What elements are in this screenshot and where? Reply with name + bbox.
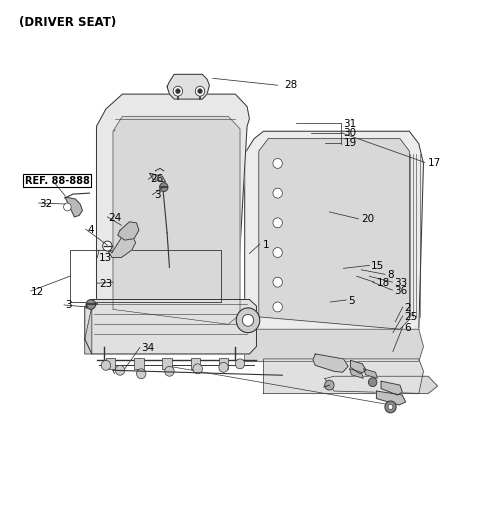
Polygon shape xyxy=(96,94,250,329)
Polygon shape xyxy=(349,369,363,378)
Text: 1: 1 xyxy=(263,239,269,249)
Text: 12: 12 xyxy=(31,287,44,297)
Circle shape xyxy=(101,361,110,370)
Circle shape xyxy=(273,188,282,198)
Circle shape xyxy=(242,314,253,326)
Polygon shape xyxy=(85,299,256,354)
Text: 13: 13 xyxy=(99,254,112,264)
Polygon shape xyxy=(85,307,92,354)
Text: 18: 18 xyxy=(376,278,390,288)
Polygon shape xyxy=(264,359,423,393)
Text: 34: 34 xyxy=(141,343,155,353)
Bar xyxy=(191,358,200,369)
Text: 28: 28 xyxy=(285,80,298,90)
Text: 23: 23 xyxy=(99,279,112,289)
Text: 36: 36 xyxy=(394,286,408,295)
Text: 15: 15 xyxy=(371,261,384,271)
Circle shape xyxy=(165,366,174,376)
Polygon shape xyxy=(324,376,438,393)
Bar xyxy=(219,358,228,369)
Polygon shape xyxy=(167,74,209,99)
Bar xyxy=(162,358,172,369)
Polygon shape xyxy=(118,222,139,240)
Circle shape xyxy=(219,363,228,372)
Text: 30: 30 xyxy=(344,128,357,138)
Text: 33: 33 xyxy=(394,278,408,288)
Polygon shape xyxy=(65,197,83,217)
Circle shape xyxy=(324,380,334,390)
Circle shape xyxy=(273,277,282,287)
Circle shape xyxy=(369,378,377,387)
Circle shape xyxy=(173,86,182,96)
Text: 26: 26 xyxy=(151,174,164,184)
Polygon shape xyxy=(245,131,423,332)
Polygon shape xyxy=(259,139,409,329)
Text: 17: 17 xyxy=(428,159,442,169)
Circle shape xyxy=(63,203,71,211)
Polygon shape xyxy=(313,354,348,372)
Circle shape xyxy=(159,183,168,191)
Polygon shape xyxy=(245,329,423,362)
Text: 24: 24 xyxy=(108,213,121,223)
Circle shape xyxy=(198,89,203,93)
Circle shape xyxy=(273,247,282,258)
Circle shape xyxy=(388,405,393,410)
Text: 32: 32 xyxy=(39,199,52,209)
Circle shape xyxy=(193,364,203,374)
Polygon shape xyxy=(376,391,406,405)
Circle shape xyxy=(136,369,146,379)
Circle shape xyxy=(273,159,282,168)
Bar xyxy=(106,358,115,369)
Text: 6: 6 xyxy=(405,323,411,333)
Polygon shape xyxy=(108,235,135,258)
Text: REF. 88-888: REF. 88-888 xyxy=(24,176,89,186)
Circle shape xyxy=(235,359,245,369)
Bar xyxy=(134,358,144,369)
Circle shape xyxy=(236,308,260,333)
Circle shape xyxy=(176,89,180,93)
Circle shape xyxy=(195,86,205,96)
Text: 3: 3 xyxy=(65,300,72,311)
Polygon shape xyxy=(381,381,402,395)
Circle shape xyxy=(273,218,282,228)
Text: 5: 5 xyxy=(348,295,355,306)
Polygon shape xyxy=(113,116,240,324)
Text: (DRIVER SEAT): (DRIVER SEAT) xyxy=(19,16,116,29)
Text: 31: 31 xyxy=(344,119,357,129)
Text: 20: 20 xyxy=(361,214,374,224)
Polygon shape xyxy=(350,361,366,374)
Text: 3: 3 xyxy=(155,189,161,199)
Circle shape xyxy=(86,299,96,310)
Circle shape xyxy=(103,241,112,251)
Text: 4: 4 xyxy=(87,225,94,235)
Text: 8: 8 xyxy=(387,270,394,280)
Text: 19: 19 xyxy=(344,138,357,147)
Polygon shape xyxy=(150,173,166,182)
Polygon shape xyxy=(364,369,377,378)
Text: 2: 2 xyxy=(405,303,411,313)
Circle shape xyxy=(115,365,125,375)
Circle shape xyxy=(385,401,396,413)
Text: 25: 25 xyxy=(405,312,418,322)
Circle shape xyxy=(273,302,282,312)
